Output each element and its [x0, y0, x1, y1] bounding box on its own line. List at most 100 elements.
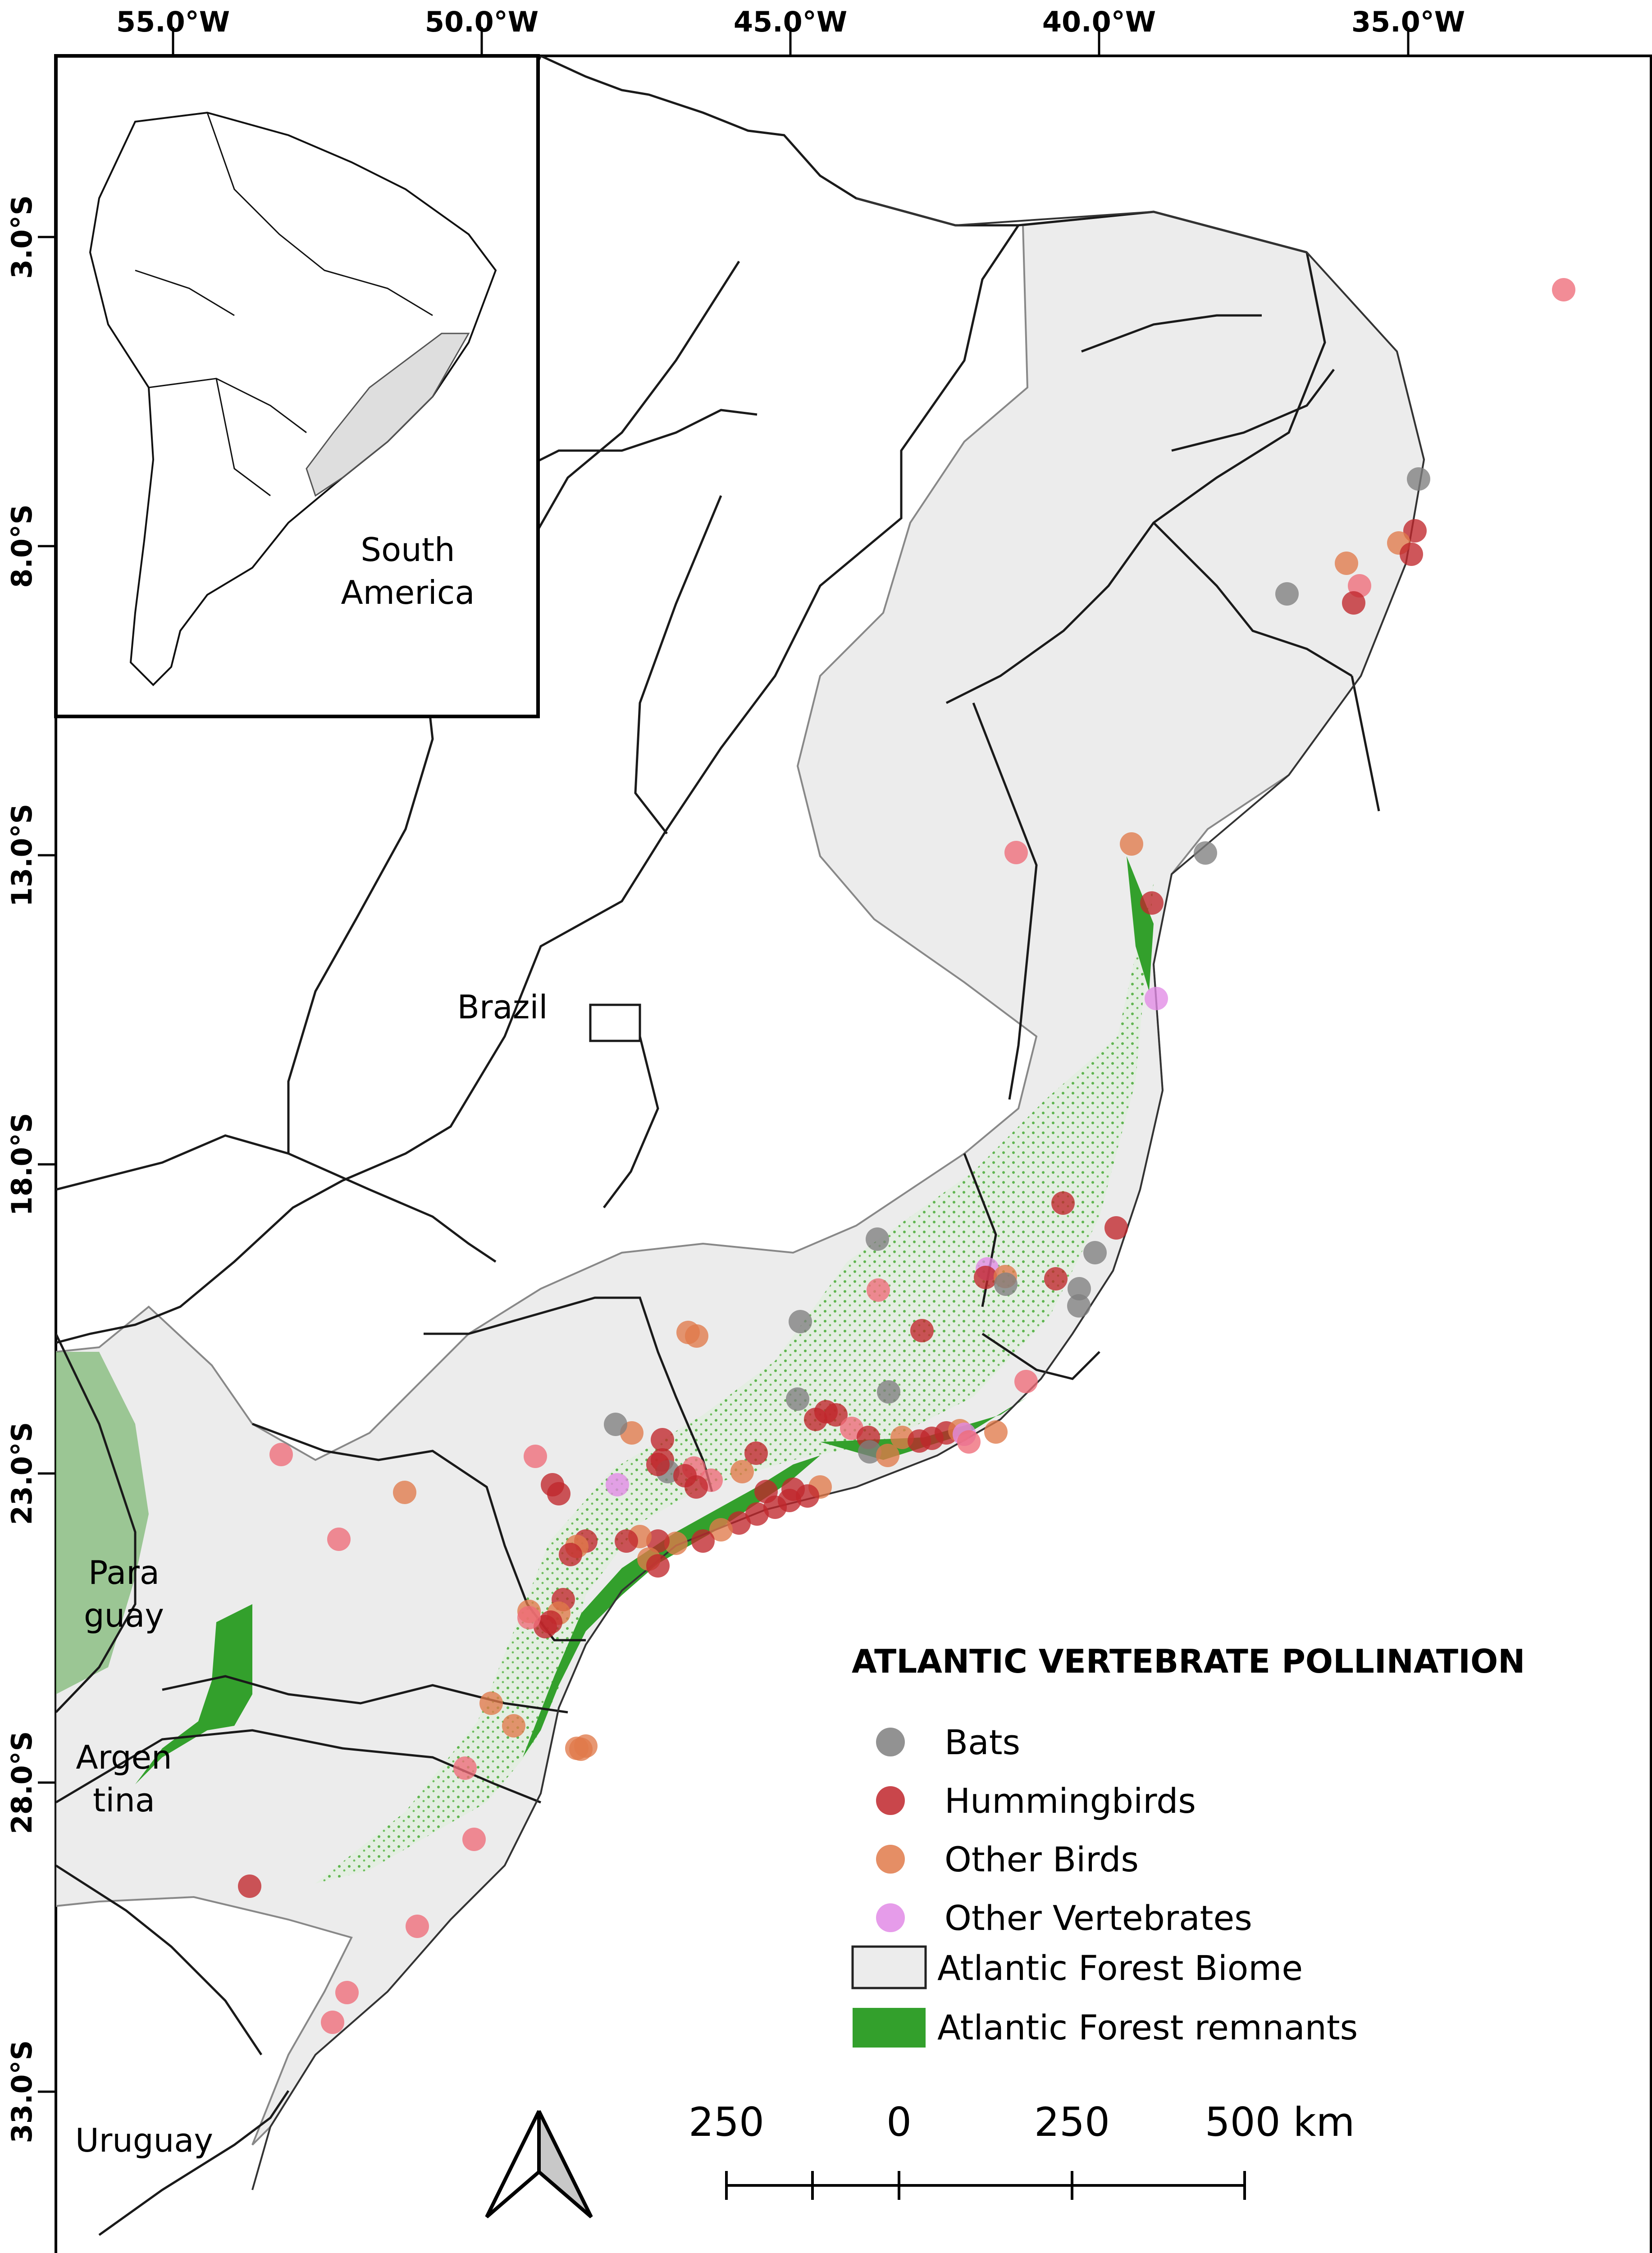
- legend-swatch-other-birds: [876, 1845, 905, 1874]
- point-bat: [1275, 582, 1299, 606]
- label-paraguay-line2: guay: [84, 1596, 164, 1634]
- point-other-bird: [517, 1606, 541, 1629]
- south-america-outline: [89, 111, 497, 686]
- point-other-bird: [867, 1278, 890, 1302]
- legend-swatch-remnants: [853, 2008, 926, 2048]
- inset-label-line1: South: [361, 531, 455, 569]
- lon-tick-55w: 55.0°W: [116, 5, 230, 38]
- point-hummingbird: [646, 1453, 670, 1476]
- point-hummingbird: [1400, 543, 1423, 566]
- legend-label-biome: Atlantic Forest Biome: [937, 1948, 1303, 1988]
- point-hummingbird: [547, 1482, 570, 1505]
- point-hummingbird: [744, 1441, 768, 1465]
- point-hummingbird: [1104, 1216, 1128, 1240]
- lat-tick-3s: 3.0°S: [5, 195, 38, 279]
- point-other-bird: [502, 1714, 525, 1738]
- point-hummingbird: [1051, 1191, 1075, 1215]
- point-other-bird: [957, 1430, 981, 1454]
- label-uruguay: Uruguay: [75, 2121, 213, 2159]
- point-bat: [1407, 467, 1430, 491]
- point-other-bird: [569, 1738, 593, 1761]
- north-arrow-icon: [485, 2110, 593, 2219]
- scale-bar: [725, 2171, 1246, 2200]
- point-bat: [789, 1310, 812, 1333]
- point-other-bird: [269, 1443, 293, 1466]
- scale-label-500km: 500 km: [1205, 2099, 1355, 2145]
- point-other-bird: [984, 1420, 1008, 1444]
- label-argentina-line2: tina: [93, 1781, 155, 1819]
- point-other-bird: [1014, 1370, 1038, 1393]
- inset-label-line2: America: [341, 574, 475, 611]
- legend-label-hummingbirds: Hummingbirds: [945, 1781, 1196, 1821]
- point-bat: [877, 1380, 900, 1404]
- legend-label-bats: Bats: [945, 1722, 1020, 1762]
- point-hummingbird: [646, 1554, 670, 1578]
- point-bat: [994, 1272, 1018, 1296]
- point-other-bird: [876, 1444, 899, 1467]
- label-argentina-line1: Argen: [76, 1738, 172, 1776]
- latitude-ticks: [38, 236, 56, 2093]
- lat-tick-18s: 18.0°S: [5, 1113, 38, 1216]
- legend-swatch-hummingbirds: [876, 1786, 905, 1815]
- point-other-bird: [1552, 278, 1575, 301]
- point-bat: [866, 1227, 889, 1251]
- point-bat: [604, 1413, 627, 1436]
- point-hummingbird: [559, 1543, 582, 1566]
- point-other-bird: [1004, 841, 1028, 864]
- point-hummingbird: [1342, 591, 1365, 615]
- label-brazil: Brazil: [457, 988, 548, 1026]
- point-hummingbird: [745, 1502, 769, 1526]
- point-hummingbird: [974, 1266, 997, 1289]
- inset-atlantic-forest: [306, 333, 470, 497]
- point-hummingbird: [1140, 891, 1164, 915]
- lon-tick-35w: 35.0°W: [1351, 5, 1465, 38]
- point-other-bird: [479, 1692, 503, 1715]
- point-bat: [1067, 1294, 1091, 1318]
- point-hummingbird: [651, 1428, 674, 1451]
- scale-label-250-right: 250: [1034, 2099, 1110, 2145]
- point-other-vertebrate: [606, 1473, 629, 1496]
- point-hummingbird: [646, 1529, 670, 1553]
- point-bat: [858, 1440, 881, 1464]
- point-bat: [1194, 841, 1217, 865]
- point-other-bird: [393, 1481, 416, 1504]
- point-hummingbird: [1403, 519, 1427, 543]
- lat-tick-13s: 13.0°S: [5, 804, 38, 907]
- point-other-bird: [327, 1528, 351, 1551]
- legend-label-other-birds: Other Birds: [945, 1839, 1139, 1879]
- label-paraguay-line1: Para: [88, 1554, 160, 1592]
- point-bat: [1083, 1241, 1107, 1264]
- lat-tick-28s: 28.0°S: [5, 1731, 38, 1834]
- point-other-bird: [453, 1756, 477, 1780]
- point-other-bird: [664, 1532, 688, 1555]
- point-hummingbird: [685, 1475, 708, 1499]
- point-other-vertebrate: [1145, 987, 1168, 1010]
- scale-label-250-left: 250: [689, 2099, 764, 2145]
- point-hummingbird: [727, 1511, 751, 1535]
- point-hummingbird: [804, 1408, 827, 1431]
- point-other-bird: [462, 1828, 486, 1851]
- point-other-bird: [1120, 832, 1143, 856]
- inset-map: [54, 54, 540, 718]
- legend-title: ATLANTIC VERTEBRATE POLLINATION: [852, 1642, 1525, 1680]
- legend-label-remnants: Atlantic Forest remnants: [937, 2007, 1358, 2048]
- point-hummingbird: [824, 1403, 848, 1427]
- legend-swatch-bats: [876, 1728, 905, 1756]
- point-bat: [1068, 1277, 1091, 1300]
- coastline: [251, 197, 1425, 2190]
- lat-tick-33s: 33.0°S: [5, 2040, 38, 2144]
- point-hummingbird: [796, 1484, 819, 1508]
- point-hummingbird: [763, 1496, 787, 1519]
- scale-label-0: 0: [886, 2099, 912, 2145]
- point-hummingbird: [238, 1874, 261, 1898]
- lon-tick-40w: 40.0°W: [1042, 5, 1156, 38]
- point-hummingbird: [615, 1529, 638, 1553]
- point-other-bird: [730, 1460, 754, 1483]
- point-bat: [786, 1387, 809, 1411]
- point-other-bird: [321, 2011, 344, 2034]
- point-other-bird: [406, 1915, 429, 1938]
- longitude-ticks: [172, 27, 1410, 56]
- pollination-points: [238, 278, 1575, 2034]
- legend-swatch-biome: [851, 1945, 927, 1989]
- point-other-bird: [709, 1518, 733, 1542]
